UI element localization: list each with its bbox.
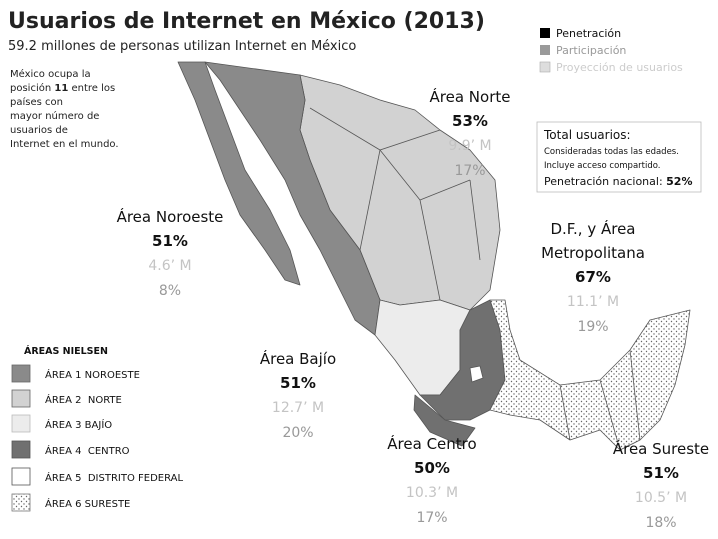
key-label: ÁREA 2 NORTE xyxy=(45,393,122,406)
area-labels: Área Norte 53% 9.9’ M 17% Área Noroeste 51% 4.… xyxy=(117,87,710,531)
key-label: ÁREA 6 SURESTE xyxy=(45,497,130,510)
region-norte xyxy=(299,74,501,311)
totals-frame xyxy=(536,121,702,193)
note-text: entre los xyxy=(68,83,115,94)
region-df xyxy=(469,365,484,383)
note-line: países con xyxy=(10,96,63,108)
legend-label: Participación xyxy=(556,44,626,57)
key-swatch xyxy=(11,467,31,486)
note-line: usuarios de xyxy=(10,125,68,136)
note-line: México ocupa la xyxy=(10,68,91,80)
region-noroeste-mainland xyxy=(204,61,381,336)
area-users: 4.6’ M xyxy=(148,258,191,274)
area-users: 11.1’ M xyxy=(567,294,619,310)
note-line: Internet en el mundo. xyxy=(10,139,119,150)
key-swatch xyxy=(11,414,31,433)
area-penetration: 51% xyxy=(280,374,316,392)
area-penetration: 53% xyxy=(452,112,488,130)
key-label: ÁREA 1 NOROESTE xyxy=(45,368,140,381)
area-penetration: 51% xyxy=(643,464,679,482)
note-bold: 11 xyxy=(54,83,68,94)
totals-line: Incluye acceso compartido. xyxy=(544,161,661,171)
area-share: 19% xyxy=(577,319,608,335)
area-share: 17% xyxy=(416,510,447,526)
area-name: Área Bajío xyxy=(260,349,336,368)
key-label: ÁREA 5 DISTRITO FEDERAL xyxy=(45,471,183,484)
note-line: mayor número de xyxy=(10,110,99,122)
key-swatch xyxy=(11,493,31,512)
legend-swatch xyxy=(540,28,550,38)
totals-heading: Total usuarios: xyxy=(543,128,631,142)
legend-swatch xyxy=(540,45,550,55)
area-penetration: 51% xyxy=(152,232,188,250)
note-line: posición 11 entre los xyxy=(10,82,115,94)
region-noroeste-baja xyxy=(177,61,301,286)
key-swatch xyxy=(11,364,31,383)
totals-national: Penetración nacional: 52% xyxy=(544,175,693,188)
key: ÁREAS NIELSEN ÁREA 1 NOROESTE ÁREA 2 NORT… xyxy=(11,345,183,512)
note: México ocupa la posición 11 entre los pa… xyxy=(10,68,119,150)
legend: Penetración Participación Proyección de … xyxy=(539,27,683,74)
area-share: 17% xyxy=(454,163,485,179)
national-value: 52% xyxy=(666,175,692,188)
state-borders xyxy=(309,107,641,451)
note-text: posición xyxy=(10,82,54,94)
legend-label: Proyección de usuarios xyxy=(556,61,683,74)
region-sureste xyxy=(489,299,691,451)
area-users: 12.7’ M xyxy=(272,400,324,416)
area-name: Área Sureste xyxy=(613,439,709,458)
area-share: 18% xyxy=(645,515,676,531)
national-label: Penetración nacional: xyxy=(544,175,666,188)
totals-box: Total usuarios: Consideradas todas las e… xyxy=(536,121,702,193)
area-name: D.F., y Área xyxy=(550,219,635,238)
legend-swatch xyxy=(539,61,551,73)
key-label: ÁREA 3 BAJÍO xyxy=(45,418,112,431)
legend-label: Penetración xyxy=(556,27,621,40)
area-share: 20% xyxy=(282,425,313,441)
area-users: 10.3’ M xyxy=(406,485,458,501)
area-users: 9.9’ M xyxy=(448,138,491,154)
key-swatch xyxy=(11,389,31,408)
area-name: Metropolitana xyxy=(541,244,645,262)
key-swatch xyxy=(11,440,31,459)
area-share: 8% xyxy=(159,283,181,299)
key-title: ÁREAS NIELSEN xyxy=(24,345,108,357)
title: Usuarios de Internet en México (2013) xyxy=(8,9,485,34)
totals-line: Consideradas todas las edades. xyxy=(544,147,679,157)
key-label: ÁREA 4 CENTRO xyxy=(45,444,130,457)
area-users: 10.5’ M xyxy=(635,490,687,506)
region-centro-south xyxy=(413,394,476,447)
mexico-map xyxy=(177,61,691,451)
area-name: Área Centro xyxy=(387,434,476,453)
area-penetration: 50% xyxy=(414,459,450,477)
subtitle: 59.2 millones de personas utilizan Inter… xyxy=(8,39,356,54)
area-name: Área Norte xyxy=(430,87,511,106)
area-name: Área Noroeste xyxy=(117,207,224,226)
area-penetration: 67% xyxy=(575,268,611,286)
